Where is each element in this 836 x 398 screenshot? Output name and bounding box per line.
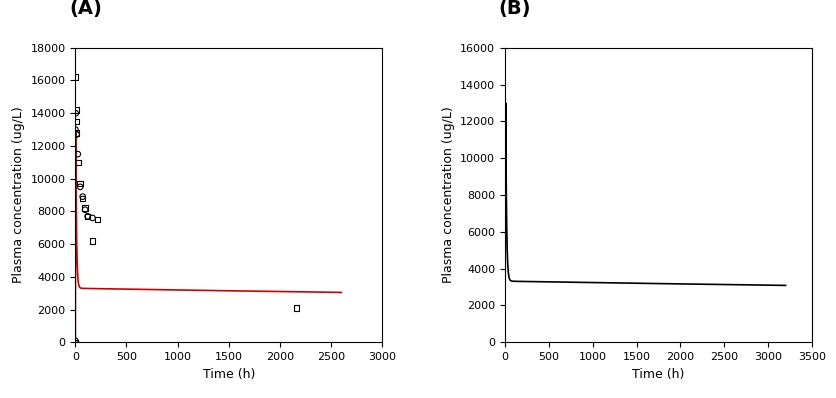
Point [69, 131, 83, 138]
Point [74, 180, 87, 187]
Point [79, 205, 92, 211]
X-axis label: Time (h): Time (h) [202, 368, 255, 380]
Point [71, 159, 84, 166]
Point [69, 118, 83, 125]
Point [69, 74, 82, 80]
Point [69, 338, 82, 344]
Text: (B): (B) [498, 0, 531, 18]
Point [74, 183, 87, 190]
Point [69, 107, 82, 113]
Point [69, 339, 82, 345]
Point [86, 215, 99, 221]
Point [71, 151, 84, 157]
Point [86, 238, 99, 244]
Point [81, 213, 94, 219]
Point [76, 195, 89, 201]
Text: (A): (A) [69, 0, 102, 18]
Point [69, 110, 82, 116]
Point [90, 217, 104, 223]
Point [69, 130, 83, 136]
X-axis label: Time (h): Time (h) [631, 368, 684, 380]
Point [79, 207, 92, 213]
Y-axis label: Plasma concentration (ug/L): Plasma concentration (ug/L) [441, 107, 454, 283]
Point [289, 305, 303, 311]
Point [69, 127, 82, 133]
Point [76, 193, 89, 200]
Point [81, 213, 94, 219]
Y-axis label: Plasma concentration (ug/L): Plasma concentration (ug/L) [12, 107, 25, 283]
